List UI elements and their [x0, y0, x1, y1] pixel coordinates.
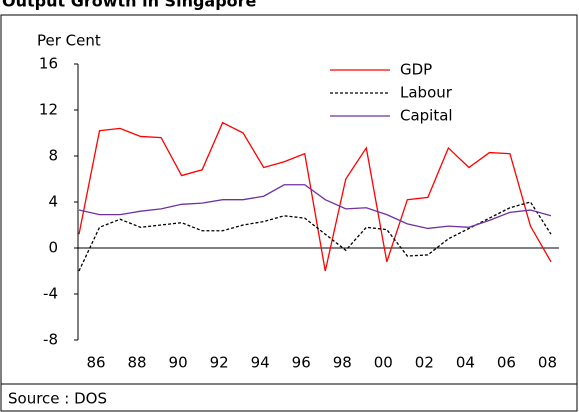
y-tick-label: 4 — [48, 193, 58, 211]
y-tick-label: 0 — [48, 239, 58, 257]
data-line — [78, 121, 552, 272]
x-tick-label: 02 — [415, 354, 434, 372]
x-tick-label: 04 — [456, 354, 475, 372]
x-tick-label: 98 — [333, 354, 352, 372]
y-tick-label: -8 — [43, 331, 58, 349]
legend-label: Capital — [400, 107, 453, 125]
source-note: Source : DOS — [8, 390, 107, 408]
legend-label: GDP — [400, 61, 432, 79]
x-tick-label: 96 — [292, 354, 311, 372]
x-tick-label: 86 — [86, 354, 105, 372]
y-tick-label: 16 — [39, 55, 58, 73]
x-tick-label: 08 — [538, 354, 557, 372]
y-tick-label: -4 — [43, 285, 58, 303]
x-tick-label: 88 — [127, 354, 146, 372]
x-tick-label: 94 — [251, 354, 270, 372]
y-axis-label: Per Cent — [37, 32, 101, 50]
y-tick-label: 8 — [48, 147, 58, 165]
frame — [0, 14, 578, 412]
legend-label: Labour — [400, 84, 453, 102]
chart-title: Output Growth in Singapore — [2, 0, 257, 11]
x-tick-label: 92 — [210, 354, 229, 372]
x-tick-label: 06 — [497, 354, 516, 372]
data-line — [78, 184, 552, 230]
y-tick-label: 12 — [39, 101, 58, 119]
x-tick-label: 90 — [169, 354, 188, 372]
x-tick-label: 00 — [374, 354, 393, 372]
